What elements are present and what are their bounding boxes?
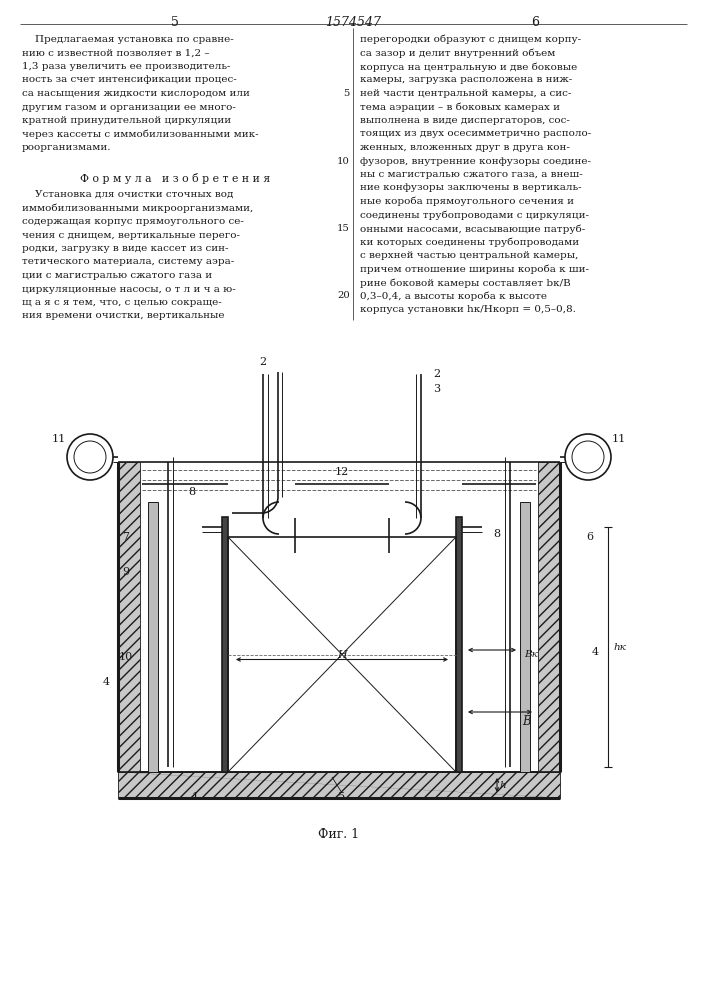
Text: 5: 5 — [339, 792, 346, 802]
Bar — [456, 517, 462, 772]
Text: 15: 15 — [337, 224, 350, 233]
Text: рине боковой камеры составляет bк/В: рине боковой камеры составляет bк/В — [360, 278, 571, 288]
Text: hк: hк — [614, 643, 627, 652]
Bar — [148, 502, 158, 772]
Text: 4: 4 — [103, 677, 110, 687]
Text: 20: 20 — [337, 292, 350, 300]
Text: ность за счет интенсификации процес-: ность за счет интенсификации процес- — [22, 76, 237, 85]
Text: содержащая корпус прямоугольного се-: содержащая корпус прямоугольного се- — [22, 217, 244, 226]
Text: 1,3 раза увеличить ее производитель-: 1,3 раза увеличить ее производитель- — [22, 62, 230, 71]
Text: ней части центральной камеры, а сис-: ней части центральной камеры, а сис- — [360, 89, 571, 98]
Text: 2: 2 — [259, 357, 267, 367]
Text: 1574547: 1574547 — [325, 16, 381, 29]
Text: Ф о р м у л а   и з о б р е т е н и я: Ф о р м у л а и з о б р е т е н и я — [80, 173, 270, 184]
Text: циркуляционные насосы, о т л и ч а ю-: циркуляционные насосы, о т л и ч а ю- — [22, 284, 235, 294]
Text: 8: 8 — [189, 487, 196, 497]
Text: корпуса на центральную и две боковые: корпуса на центральную и две боковые — [360, 62, 577, 72]
Text: причем отношение ширины короба к ши-: причем отношение ширины короба к ши- — [360, 264, 589, 274]
Text: са зазор и делит внутренний объем: са зазор и делит внутренний объем — [360, 48, 556, 58]
Text: через кассеты с иммобилизованными мик-: через кассеты с иммобилизованными мик- — [22, 129, 259, 139]
Text: ные короба прямоугольного сечения и: ные короба прямоугольного сечения и — [360, 197, 574, 207]
Text: щ а я с я тем, что, с целью сокраще-: щ а я с я тем, что, с целью сокраще- — [22, 298, 222, 307]
Text: Н: Н — [337, 650, 347, 660]
Text: 6: 6 — [586, 532, 594, 542]
Text: соединены трубопроводами с циркуляци-: соединены трубопроводами с циркуляци- — [360, 211, 589, 220]
Bar — [118, 462, 140, 772]
Text: иммобилизованными микроорганизмами,: иммобилизованными микроорганизмами, — [22, 204, 253, 213]
Text: 8: 8 — [493, 529, 501, 539]
Text: 11: 11 — [612, 434, 626, 444]
Text: 10: 10 — [337, 156, 350, 165]
Text: Предлагаемая установка по сравне-: Предлагаемая установка по сравне- — [22, 35, 234, 44]
Text: нию с известной позволяет в 1,2 –: нию с известной позволяет в 1,2 – — [22, 48, 209, 57]
Text: тоящих из двух осесимметрично располо-: тоящих из двух осесимметрично располо- — [360, 129, 591, 138]
Text: корпуса установки hк/Нкорп = 0,5–0,8.: корпуса установки hк/Нкорп = 0,5–0,8. — [360, 305, 576, 314]
Text: женных, вложенных друг в друга кон-: женных, вложенных друг в друга кон- — [360, 143, 570, 152]
Text: Установка для очистки сточных вод: Установка для очистки сточных вод — [22, 190, 233, 199]
Text: 1: 1 — [192, 792, 199, 802]
Text: Фиг. 1: Фиг. 1 — [318, 828, 360, 841]
Text: выполнена в виде диспергаторов, сос-: выполнена в виде диспергаторов, сос- — [360, 116, 570, 125]
Bar — [222, 517, 228, 772]
Text: 7: 7 — [122, 532, 129, 542]
Text: h: h — [500, 780, 507, 790]
Text: тетического материала, систему аэра-: тетического материала, систему аэра- — [22, 257, 234, 266]
Text: ния времени очистки, вертикальные: ния времени очистки, вертикальные — [22, 312, 225, 320]
Text: 9: 9 — [122, 567, 129, 577]
Text: В: В — [522, 715, 531, 728]
Text: Вк: Вк — [524, 650, 538, 659]
Text: са насыщения жидкости кислородом или: са насыщения жидкости кислородом или — [22, 89, 250, 98]
Text: онными насосами, всасывающие патруб-: онными насосами, всасывающие патруб- — [360, 224, 585, 233]
Text: камеры, загрузка расположена в ниж-: камеры, загрузка расположена в ниж- — [360, 76, 572, 85]
Text: 12: 12 — [335, 467, 349, 477]
Text: родки, загрузку в виде кассет из син-: родки, загрузку в виде кассет из син- — [22, 244, 228, 253]
Text: кратной принудительной циркуляции: кратной принудительной циркуляции — [22, 116, 231, 125]
Text: ки которых соединены трубопроводами: ки которых соединены трубопроводами — [360, 237, 579, 247]
Text: 2: 2 — [433, 369, 440, 379]
Text: 3: 3 — [433, 384, 440, 394]
Text: ции с магистралью сжатого газа и: ции с магистралью сжатого газа и — [22, 271, 212, 280]
Text: 11: 11 — [52, 434, 66, 444]
Text: роорганизмами.: роорганизмами. — [22, 143, 112, 152]
Text: ние конфузоры заключены в вертикаль-: ние конфузоры заключены в вертикаль- — [360, 184, 582, 192]
Bar — [118, 772, 560, 798]
Text: тема аэрации – в боковых камерах и: тема аэрации – в боковых камерах и — [360, 103, 560, 112]
Text: фузоров, внутренние конфузоры соедине-: фузоров, внутренние конфузоры соедине- — [360, 156, 591, 165]
Text: перегородки образуют с днищем корпу-: перегородки образуют с днищем корпу- — [360, 35, 581, 44]
Text: 5: 5 — [171, 16, 179, 29]
Text: 6: 6 — [531, 16, 539, 29]
Bar — [520, 502, 530, 772]
Bar — [538, 462, 560, 772]
Text: 4: 4 — [592, 647, 599, 657]
Text: 0,3–0,4, а высоты короба к высоте: 0,3–0,4, а высоты короба к высоте — [360, 292, 547, 301]
Text: с верхней частью центральной камеры,: с верхней частью центральной камеры, — [360, 251, 578, 260]
Text: 5: 5 — [344, 89, 350, 98]
Text: чения с днищем, вертикальные перего-: чения с днищем, вертикальные перего- — [22, 231, 240, 239]
Text: 10: 10 — [119, 652, 133, 662]
Text: ны с магистралью сжатого газа, а внеш-: ны с магистралью сжатого газа, а внеш- — [360, 170, 583, 179]
Text: другим газом и организации ее много-: другим газом и организации ее много- — [22, 103, 236, 111]
